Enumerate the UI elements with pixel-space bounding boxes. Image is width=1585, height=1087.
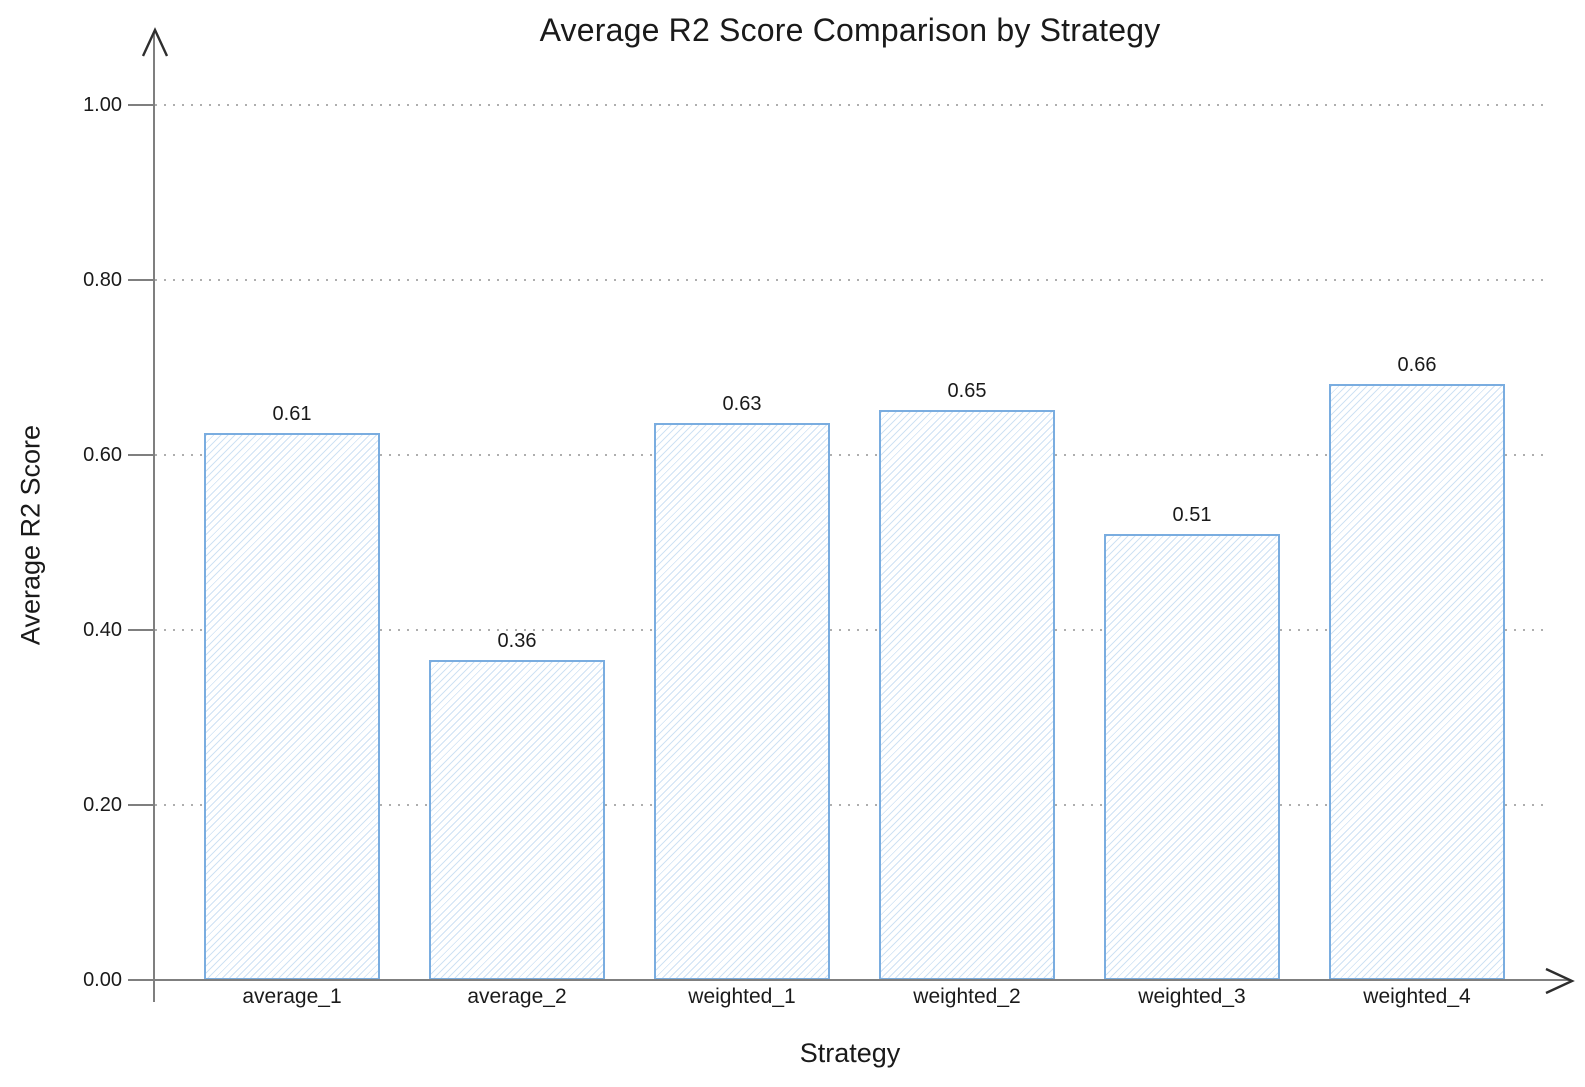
y-tick-mark — [128, 804, 155, 806]
y-tick-mark — [128, 454, 155, 456]
y-axis-line — [153, 32, 155, 1002]
gridline — [155, 279, 1548, 281]
y-tick-label: 0.60 — [83, 444, 122, 466]
y-tick-label: 0.20 — [83, 794, 122, 816]
bar — [1104, 534, 1280, 980]
x-axis-title: Strategy — [799, 1038, 901, 1068]
gridline — [155, 104, 1548, 106]
x-axis-arrowhead-icon — [1545, 967, 1575, 995]
x-tick-label: weighted_2 — [913, 985, 1021, 1008]
bar — [1329, 384, 1505, 980]
x-tick-label: average_2 — [467, 985, 567, 1008]
bar — [204, 433, 380, 980]
bar-value-label: 0.66 — [1397, 354, 1437, 376]
gridline — [155, 454, 1548, 456]
x-tick-label: weighted_3 — [1138, 985, 1246, 1008]
bar-value-label: 0.36 — [497, 630, 537, 652]
y-tick-mark — [128, 279, 155, 281]
y-tick-label: 0.80 — [83, 269, 122, 291]
gridline — [155, 629, 1548, 631]
bar — [879, 410, 1055, 980]
bar-value-label: 0.51 — [1172, 504, 1212, 526]
y-tick-label: 1.00 — [83, 94, 122, 116]
bar-value-label: 0.65 — [947, 380, 987, 402]
bar-value-label: 0.61 — [272, 403, 312, 425]
chart-title: Average R2 Score Comparison by Strategy — [539, 12, 1161, 48]
x-tick-label: weighted_4 — [1363, 985, 1471, 1008]
y-axis-arrowhead-icon — [141, 27, 169, 57]
gridline — [155, 804, 1548, 806]
y-tick-label: 0.00 — [83, 969, 122, 991]
x-axis-line — [128, 979, 1570, 981]
x-tick-label: weighted_1 — [688, 985, 796, 1008]
y-tick-mark — [128, 629, 155, 631]
bar-value-label: 0.63 — [722, 393, 762, 415]
bar — [654, 423, 830, 980]
y-tick-label: 0.40 — [83, 619, 122, 641]
x-tick-label: average_1 — [242, 985, 342, 1008]
bar — [429, 660, 605, 980]
y-tick-mark — [128, 104, 155, 106]
